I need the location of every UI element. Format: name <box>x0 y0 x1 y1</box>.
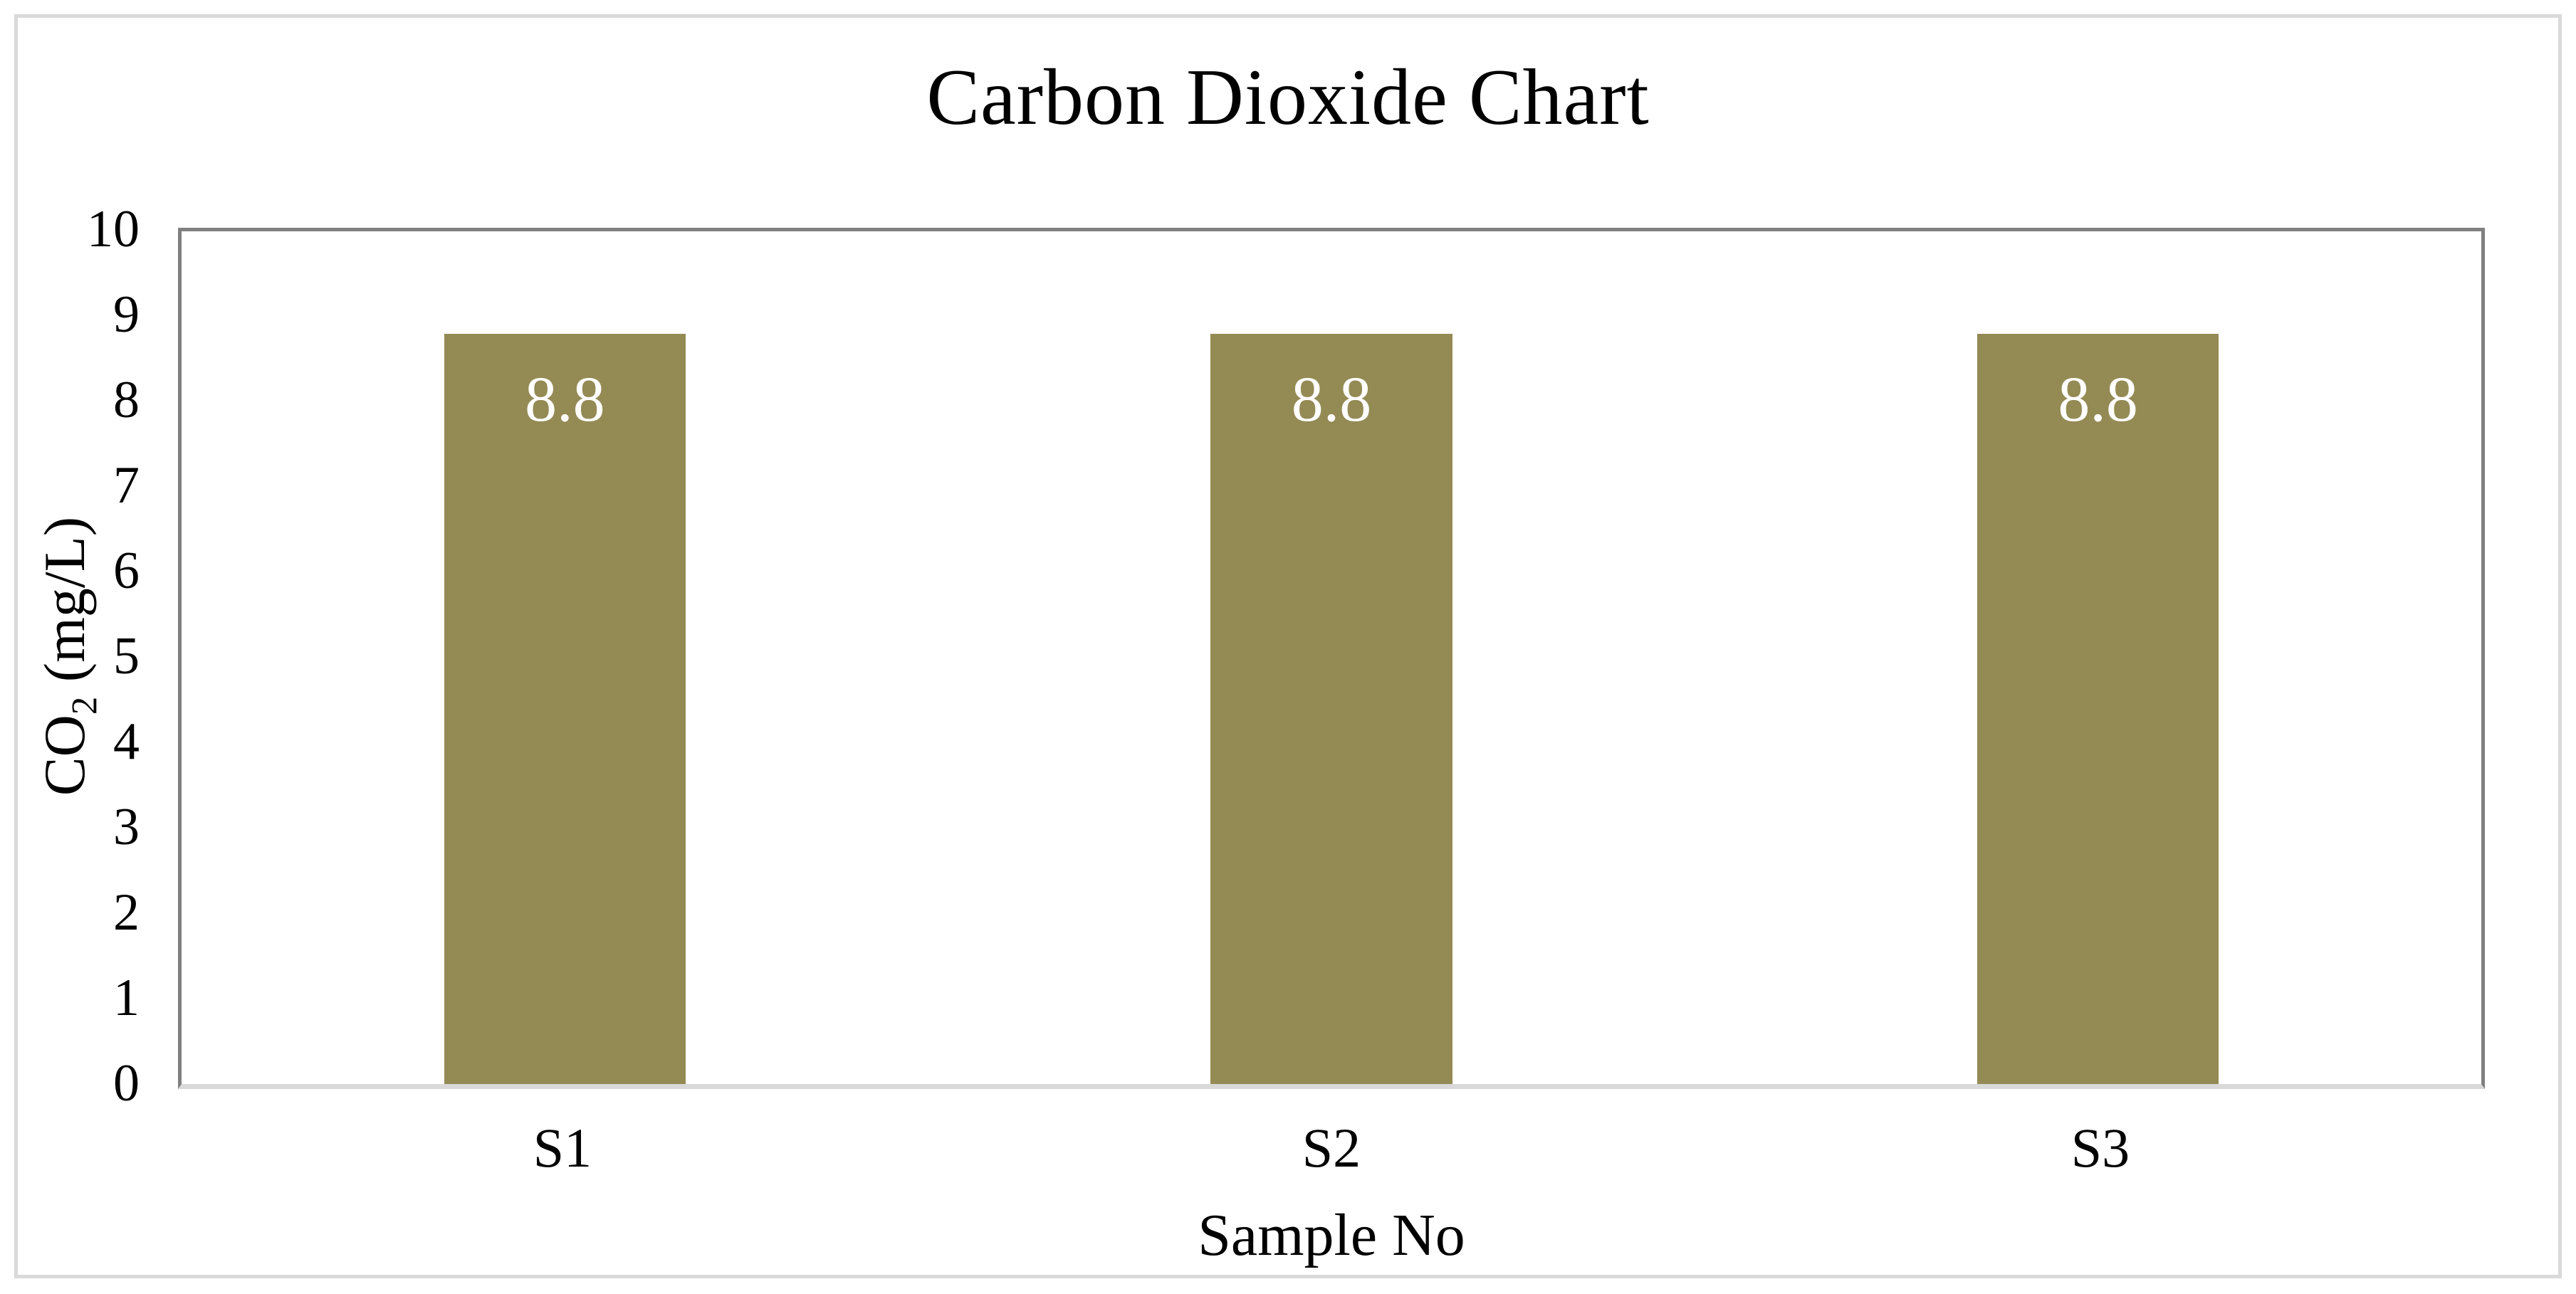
y-axis-tick-labels: 0 1 2 3 4 5 6 7 8 9 10 <box>0 203 140 1110</box>
y-tick-label: 1 <box>113 969 140 1027</box>
bar-S2: 8.8 <box>1210 333 1452 1084</box>
x-tick-label-S1: S1 <box>533 1117 592 1179</box>
y-tick-label: 4 <box>113 712 140 771</box>
bar-slot: 8.8 <box>1714 231 2481 1084</box>
y-tick-label: 6 <box>113 542 140 600</box>
y-tick-label: 0 <box>113 1054 140 1112</box>
y-tick-label: 7 <box>113 456 140 515</box>
y-tick-label: 3 <box>113 798 140 856</box>
y-tick-label: 2 <box>113 883 140 942</box>
y-tick-label: 9 <box>113 285 140 344</box>
y-tick-label: 10 <box>87 200 140 258</box>
x-axis-title: Sample No <box>1198 1202 1465 1268</box>
y-tick-label: 5 <box>113 627 140 685</box>
bar-value-label: 8.8 <box>2058 364 2138 435</box>
chart-title: Carbon Dioxide Chart <box>926 53 1650 142</box>
bar-value-label: 8.8 <box>1291 364 1372 435</box>
bar-slot: 8.8 <box>182 231 948 1084</box>
plot-area: 8.8 8.8 8.8 <box>178 228 2485 1089</box>
bar-S1: 8.8 <box>444 333 686 1084</box>
x-tick-label-S3: S3 <box>2070 1117 2130 1179</box>
x-axis-tick-labels: S1 S2 S3 <box>178 1119 2485 1177</box>
bar-slot: 8.8 <box>948 231 1715 1084</box>
bar-series: 8.8 8.8 8.8 <box>182 231 2481 1084</box>
y-tick-label: 8 <box>113 371 140 429</box>
bar-S3: 8.8 <box>1977 333 2219 1084</box>
x-tick-label-S2: S2 <box>1302 1117 1361 1179</box>
bar-value-label: 8.8 <box>525 364 605 435</box>
